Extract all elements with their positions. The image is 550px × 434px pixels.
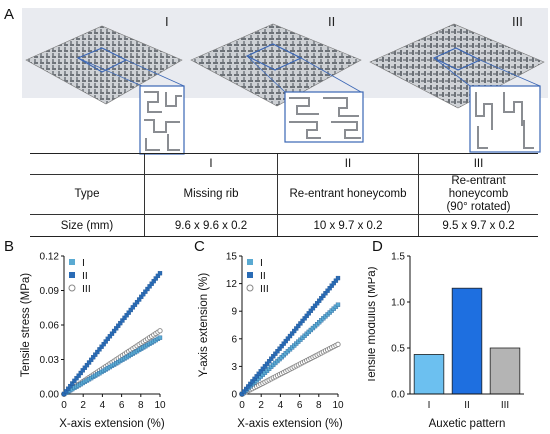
table-row: Type Missing rib Re-entrant honeycomb Re…: [30, 174, 538, 215]
x-tick-label: 6: [119, 400, 125, 411]
legend-marker: [69, 272, 75, 278]
x-tick-label: 6: [297, 400, 303, 411]
series-II: [61, 271, 163, 397]
x-tick-label: II: [464, 400, 470, 411]
bar-III: [489, 347, 521, 395]
series-II: [239, 275, 341, 397]
chart-y-extension: 0 3 6 9 12 15 Y-axis extension (%) X-axis exten…: [198, 252, 344, 431]
lattice-sheet: [25, 25, 183, 105]
render-panel-ii: [185, 8, 365, 143]
render-panel-i: [22, 8, 186, 155]
table-cell: Re-entrant honeycomb (90° rotated): [418, 174, 538, 215]
table-header-cell: II: [277, 153, 419, 175]
x-tick-label: 8: [316, 400, 322, 411]
y-tick-label: 0.12: [40, 252, 60, 263]
chart-tensile-stress: 0.00 0.03 0.06 0.09 0.12 Tensile stress (MPa)…: [20, 252, 166, 431]
table-cell: 10 x 9.7 x 0.2: [277, 214, 419, 237]
data-point: [335, 302, 341, 307]
y-tick-label: 12: [226, 279, 238, 290]
table-cell: Re-entrant honeycomb: [277, 174, 419, 215]
table-row-label: Type: [30, 174, 145, 215]
x-tick-label: I: [428, 400, 431, 411]
y-tick-label: 1.5: [391, 252, 405, 263]
table-row-label: Size (mm): [30, 214, 145, 237]
table-header-cell: I: [144, 153, 278, 175]
x-axis-label: Auxetic pattern: [429, 418, 506, 430]
y-tick-label: 3: [231, 362, 237, 373]
panel-label-b: B: [4, 238, 15, 255]
render-label-iii: III: [512, 14, 523, 29]
legend-marker: [247, 259, 253, 265]
data-point: [157, 328, 163, 334]
data-point: [157, 271, 163, 276]
y-tick-label: 9: [231, 307, 237, 318]
y-tick-label: 0.03: [40, 355, 60, 366]
y-axis-label: Y-axis extension (%): [198, 273, 210, 378]
legend-marker: [247, 272, 253, 278]
x-tick-label: 2: [80, 400, 86, 411]
data-point: [335, 275, 341, 281]
lattice-sheet: [190, 23, 362, 107]
panel-label-a: A: [4, 6, 15, 23]
chart-tensile-modulus: 0.0 0.5 1.0 1.5 Tensile modulus (MPa) Auxetic…: [368, 252, 524, 430]
legend-label: I: [260, 257, 263, 269]
legend-label: III: [82, 283, 91, 295]
lattice-sheet: [369, 23, 545, 109]
data-point: [335, 341, 341, 347]
legend-marker: [69, 259, 75, 265]
y-tick-label: 6: [231, 334, 237, 345]
render-label-ii: II: [328, 14, 336, 29]
x-tick-label: 10: [332, 400, 344, 411]
table-header-cell: III: [418, 153, 538, 175]
y-tick-label: 0.09: [40, 286, 60, 297]
render-label-i: I: [165, 14, 169, 29]
y-tick-label: 0.06: [40, 321, 60, 332]
data-point: [157, 335, 163, 340]
legend-label: II: [82, 270, 88, 282]
x-axis-label: X-axis extension (%): [59, 418, 165, 430]
table-header-cell: [30, 153, 145, 175]
x-tick-label: 0: [61, 400, 67, 411]
panel-label-d: D: [372, 238, 383, 255]
y-tick-label: 15: [226, 252, 238, 263]
legend-label: I: [82, 257, 85, 269]
y-axis-label: Tensile modulus (MPa): [368, 266, 378, 383]
x-tick-label: 4: [278, 400, 284, 411]
x-tick-label: 8: [138, 400, 144, 411]
x-tick-label: III: [501, 400, 509, 411]
legend-label: III: [260, 283, 269, 295]
table-cell-note: (90° rotated): [446, 201, 511, 213]
x-tick-label: 0: [239, 400, 245, 411]
y-axis-label: Tensile stress (MPa): [20, 273, 32, 377]
y-tick-label: 0.0: [391, 390, 405, 401]
table-cell: 9.6 x 9.6 x 0.2: [144, 214, 278, 237]
x-tick-label: 2: [258, 400, 264, 411]
y-tick-label: 0.5: [391, 344, 405, 355]
table-cell-text: Re-entrant honeycomb: [448, 175, 509, 200]
x-tick-label: 4: [100, 400, 106, 411]
table-cell: 9.5 x 9.7 x 0.2: [418, 214, 538, 237]
y-tick-label: 0.00: [40, 390, 60, 401]
y-tick-label: 0: [231, 390, 237, 401]
specimen-table: I II III Type Missing rib Re-entrant hon…: [30, 153, 538, 237]
legend-marker: [68, 284, 76, 292]
table-header-row: I II III: [30, 153, 538, 175]
render-panel-iii: [364, 8, 548, 153]
y-tick-label: 1.0: [391, 298, 405, 309]
legend-label: II: [260, 270, 266, 282]
table-cell: Missing rib: [144, 174, 278, 215]
x-axis-label: X-axis extension (%): [237, 418, 343, 430]
series-I: [61, 335, 163, 397]
panel-label-c: C: [194, 238, 205, 255]
table-row: Size (mm) 9.6 x 9.6 x 0.2 10 x 9.7 x 0.2…: [30, 214, 538, 237]
x-tick-label: 10: [154, 400, 166, 411]
legend-marker: [246, 284, 254, 292]
bar-II: [451, 287, 483, 395]
bar-I: [413, 354, 445, 395]
